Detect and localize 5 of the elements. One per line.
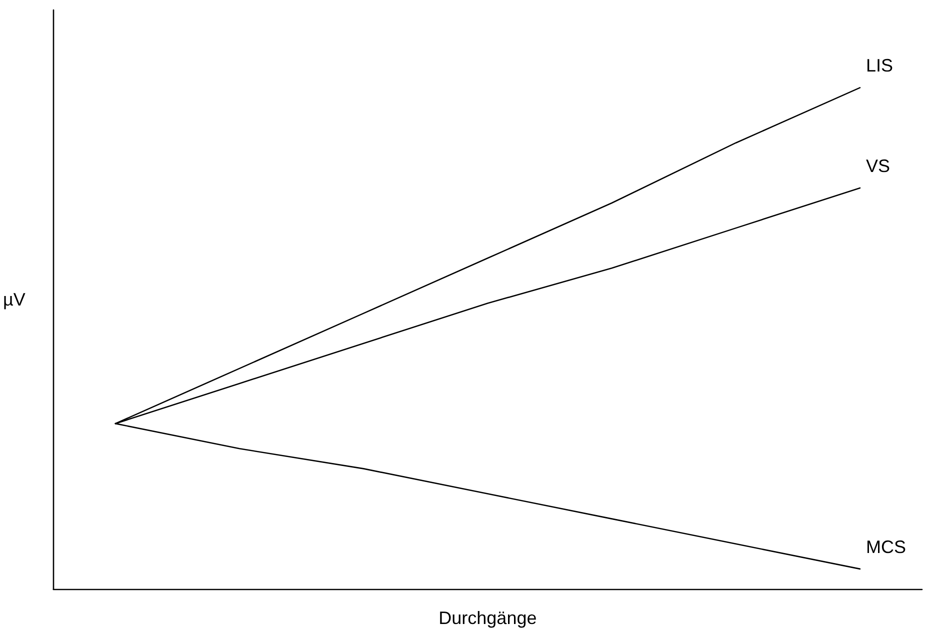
x-axis-title: Durchgänge	[438, 608, 537, 628]
y-axis-title: µV	[2, 290, 26, 310]
series-label: LIS	[866, 56, 893, 76]
series-label: VS	[866, 156, 890, 176]
series-label: MCS	[866, 536, 906, 557]
